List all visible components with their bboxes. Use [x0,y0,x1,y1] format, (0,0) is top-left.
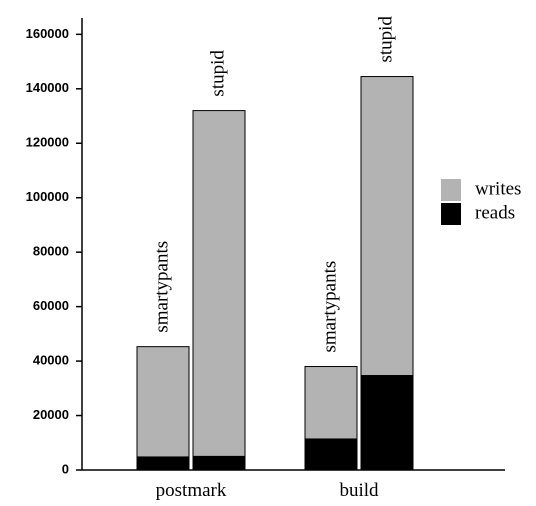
y-tick-label: 20000 [33,407,69,422]
bar-segment [304,366,358,440]
legend-swatch [441,203,461,225]
y-tick-label: 160000 [26,26,69,41]
y-tick-label: 100000 [26,189,69,204]
bar-segment [192,455,246,471]
legend-swatch [441,179,461,201]
bar-label: smartypants [319,261,340,353]
bar-segment [136,346,190,458]
y-tick-label: 40000 [33,353,69,368]
bar-segment [360,76,414,377]
y-tick-label: 120000 [26,135,69,150]
y-tick-label: 140000 [26,80,69,95]
bar-segment [360,375,414,471]
y-tick-label: 80000 [33,244,69,259]
legend-label: reads [475,202,515,223]
y-tick-label: 60000 [33,298,69,313]
bar-label: stupid [207,50,228,97]
legend-label: writes [475,178,521,199]
bar-segment [192,110,246,457]
y-tick-label: 0 [62,461,69,476]
bar-segment [304,438,358,471]
bar-label: smartypants [151,241,172,333]
bar-segment [136,456,190,471]
x-tick-label: postmark [156,480,227,501]
bar-label: stupid [375,16,396,63]
x-tick-label: build [339,480,379,501]
